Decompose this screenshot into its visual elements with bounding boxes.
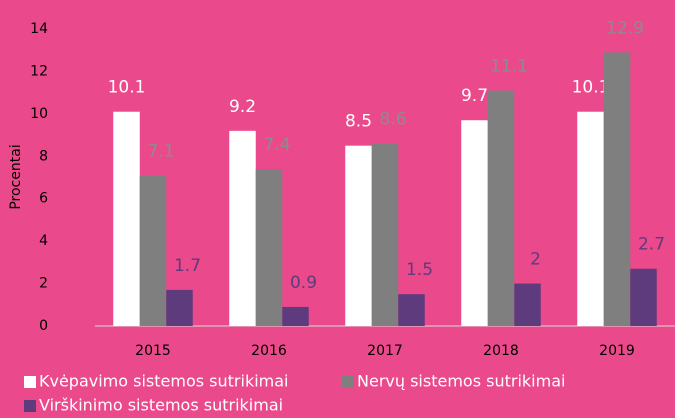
data-label: 1.7 <box>174 256 201 276</box>
data-label: 9.7 <box>461 86 488 106</box>
x-tick-label: 2017 <box>367 343 403 359</box>
y-tick-label: 8 <box>39 148 48 164</box>
bar <box>139 175 167 326</box>
data-label: 10.1 <box>572 78 610 98</box>
legend-label: Nervų sistemos sutrikimai <box>357 372 565 391</box>
bar <box>577 111 604 326</box>
bar <box>166 289 193 326</box>
bar <box>398 294 425 326</box>
bar <box>514 283 541 326</box>
y-tick-label: 0 <box>39 318 48 334</box>
y-tick-label: 14 <box>30 21 48 37</box>
data-label: 10.1 <box>108 78 146 98</box>
bar <box>487 90 515 327</box>
legend-label: Kvėpavimo sistemos sutrikimai <box>39 372 289 391</box>
y-tick-label: 2 <box>39 276 48 292</box>
x-tick-label: 2015 <box>135 343 171 359</box>
bar <box>345 145 372 326</box>
bar <box>255 169 283 326</box>
y-tick-label: 10 <box>30 106 48 122</box>
data-label: 2 <box>530 250 541 270</box>
y-tick-label: 6 <box>39 191 48 207</box>
bar <box>113 111 140 326</box>
x-tick-label: 2019 <box>599 343 635 359</box>
legend-swatch <box>342 376 354 388</box>
y-axis-title: Procentai <box>8 144 24 209</box>
bar <box>630 268 657 326</box>
y-tick-label: 4 <box>39 233 48 249</box>
bar <box>371 143 399 326</box>
x-tick-label: 2016 <box>251 343 287 359</box>
bar <box>461 120 488 326</box>
legend-swatch <box>24 400 36 412</box>
legend-label: Virškinimo sistemos sutrikimai <box>39 396 283 415</box>
y-tick-label: 12 <box>30 63 48 79</box>
data-label: 9.2 <box>229 97 256 117</box>
bar <box>229 130 256 326</box>
data-label: 8.5 <box>345 112 372 132</box>
data-label: 12.9 <box>606 18 644 38</box>
data-label: 1.5 <box>406 260 433 280</box>
data-label: 7.1 <box>147 141 174 161</box>
x-tick-label: 2018 <box>483 343 519 359</box>
data-label: 8.6 <box>379 110 406 130</box>
bar <box>282 306 309 326</box>
data-label: 0.9 <box>290 273 317 293</box>
legend-swatch <box>24 376 36 388</box>
data-label: 7.4 <box>263 135 290 155</box>
data-label: 2.7 <box>638 235 665 255</box>
data-label: 11.1 <box>490 57 528 77</box>
bar <box>603 52 631 326</box>
